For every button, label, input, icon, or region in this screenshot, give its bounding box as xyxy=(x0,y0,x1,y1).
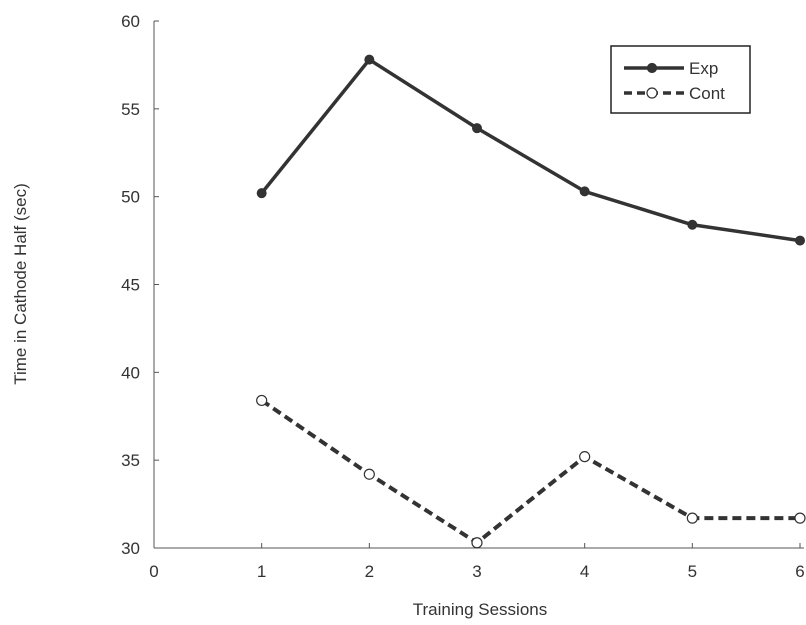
data-point-cont-3 xyxy=(471,537,483,549)
y-tick-label-35: 35 xyxy=(121,451,140,470)
x-tick-label-0: 0 xyxy=(149,562,158,581)
chart-legend: Exp Cont xyxy=(610,45,751,114)
data-point-cont-1 xyxy=(256,394,268,407)
y-tick-label-50: 50 xyxy=(121,188,140,207)
data-point-exp-6 xyxy=(795,235,805,246)
x-tick-label-2: 2 xyxy=(365,562,374,581)
y-tick-label-60: 60 xyxy=(121,12,140,31)
series-line-exp xyxy=(260,57,801,243)
x-tick-label-4: 4 xyxy=(580,562,589,581)
legend-marker-cont xyxy=(646,87,658,99)
data-point-cont-2 xyxy=(363,468,375,480)
legend-marker-exp xyxy=(646,62,658,74)
y-tick-label-45: 45 xyxy=(121,276,140,295)
legend-label-exp: Exp xyxy=(689,59,718,78)
data-point-exp-3 xyxy=(472,123,482,134)
x-axis-title: Training Sessions xyxy=(413,600,548,619)
y-tick-label-30: 30 xyxy=(121,539,140,558)
series-exp xyxy=(256,54,805,246)
legend-label-cont: Cont xyxy=(689,84,725,103)
x-tick-label-1: 1 xyxy=(257,562,266,581)
data-point-cont-5 xyxy=(686,512,698,524)
y-tick-label-55: 55 xyxy=(121,100,140,119)
series-cont xyxy=(256,394,806,549)
y-axis-title: Time in Cathode Half (sec) xyxy=(11,183,30,385)
x-tick-label-6: 6 xyxy=(795,562,804,581)
legend-box xyxy=(610,45,751,114)
data-point-exp-1 xyxy=(256,188,267,199)
data-point-exp-4 xyxy=(579,186,590,197)
x-tick-label-3: 3 xyxy=(472,562,481,581)
data-point-cont-6 xyxy=(794,512,806,524)
data-point-exp-2 xyxy=(364,54,375,65)
chart-series-layer xyxy=(256,54,806,549)
data-point-cont-4 xyxy=(579,451,591,463)
data-point-exp-5 xyxy=(687,219,698,230)
y-tick-label-40: 40 xyxy=(121,363,140,382)
series-line-cont xyxy=(260,398,800,545)
x-tick-label-5: 5 xyxy=(688,562,697,581)
